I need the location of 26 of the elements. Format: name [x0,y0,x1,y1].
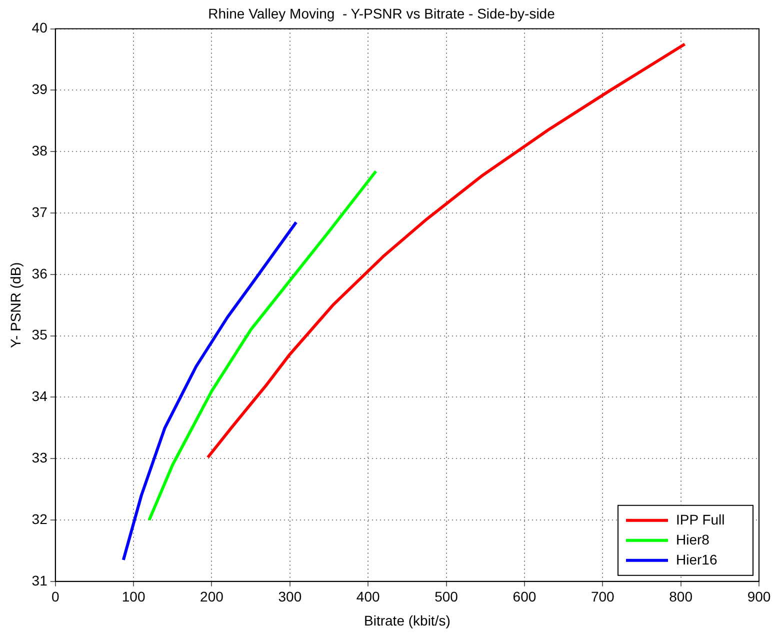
y-tick-label: 39 [32,81,48,98]
y-tick-label: 31 [32,572,48,588]
y-tick-label: 38 [32,142,48,158]
x-tick-label: 500 [434,588,458,605]
y-tick-label: 40 [32,20,48,36]
legend-label: Hier16 [676,551,718,568]
x-tick-label: 800 [669,588,693,605]
legend-label: Hier8 [676,531,710,548]
chart-title: Rhine Valley Moving - Y-PSNR vs Bitrate - Side-by-side [208,5,556,22]
x-tick-label: 400 [356,588,380,605]
y-tick-label: 36 [32,265,48,282]
x-tick-label: 200 [200,588,224,605]
x-tick-label: 700 [590,588,615,605]
x-tick-label: 900 [747,588,771,605]
y-axis-title: Y- PSNR (dB) [7,262,24,348]
x-tick-label: 100 [122,588,146,605]
y-tick-label: 32 [32,510,48,527]
x-tick-label: 0 [51,588,60,605]
x-axis-title: Bitrate (kbit/s) [364,612,450,628]
legend-label: IPP Full [676,511,725,528]
y-tick-label: 33 [32,449,48,466]
y-tick-label: 35 [32,326,48,343]
x-tick-label: 600 [512,588,536,605]
y-tick-label: 34 [32,388,48,404]
y-tick-label: 37 [32,204,48,220]
x-tick-label: 300 [278,588,302,605]
